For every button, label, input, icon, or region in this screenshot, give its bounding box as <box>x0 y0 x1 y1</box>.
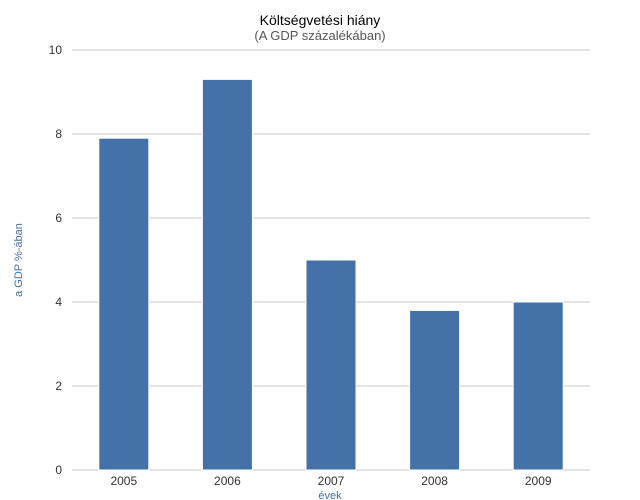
x-tick-labels: 2005 2006 2007 2008 2009 <box>110 474 551 488</box>
chart-subtitle: (A GDP százalékában) <box>254 28 385 43</box>
y-tick-label: 10 <box>49 43 63 57</box>
bar-2009 <box>512 301 564 471</box>
bar-2007 <box>305 259 357 471</box>
bar-2006 <box>201 78 253 471</box>
bar-2008 <box>409 309 461 471</box>
y-tick-label: 0 <box>55 463 62 477</box>
y-tick-labels: 0 2 4 6 8 10 <box>49 43 63 477</box>
x-tick-label-2005: 2005 <box>110 474 137 488</box>
y-axis-title: a GDP %-ában <box>13 223 25 297</box>
x-tick-label-2006: 2006 <box>214 474 241 488</box>
y-tick-label: 4 <box>55 295 62 309</box>
x-tick-label-2007: 2007 <box>318 474 345 488</box>
bar-2005 <box>98 137 150 471</box>
y-tick-label: 8 <box>55 127 62 141</box>
x-tick-label-2008: 2008 <box>421 474 448 488</box>
x-axis-title: évek <box>318 490 342 500</box>
chart-title: Költségvetési hiány <box>260 12 381 28</box>
x-tick-label-2009: 2009 <box>525 474 552 488</box>
y-tick-label: 2 <box>55 379 62 393</box>
y-tick-label: 6 <box>55 211 62 225</box>
bars <box>98 78 564 471</box>
